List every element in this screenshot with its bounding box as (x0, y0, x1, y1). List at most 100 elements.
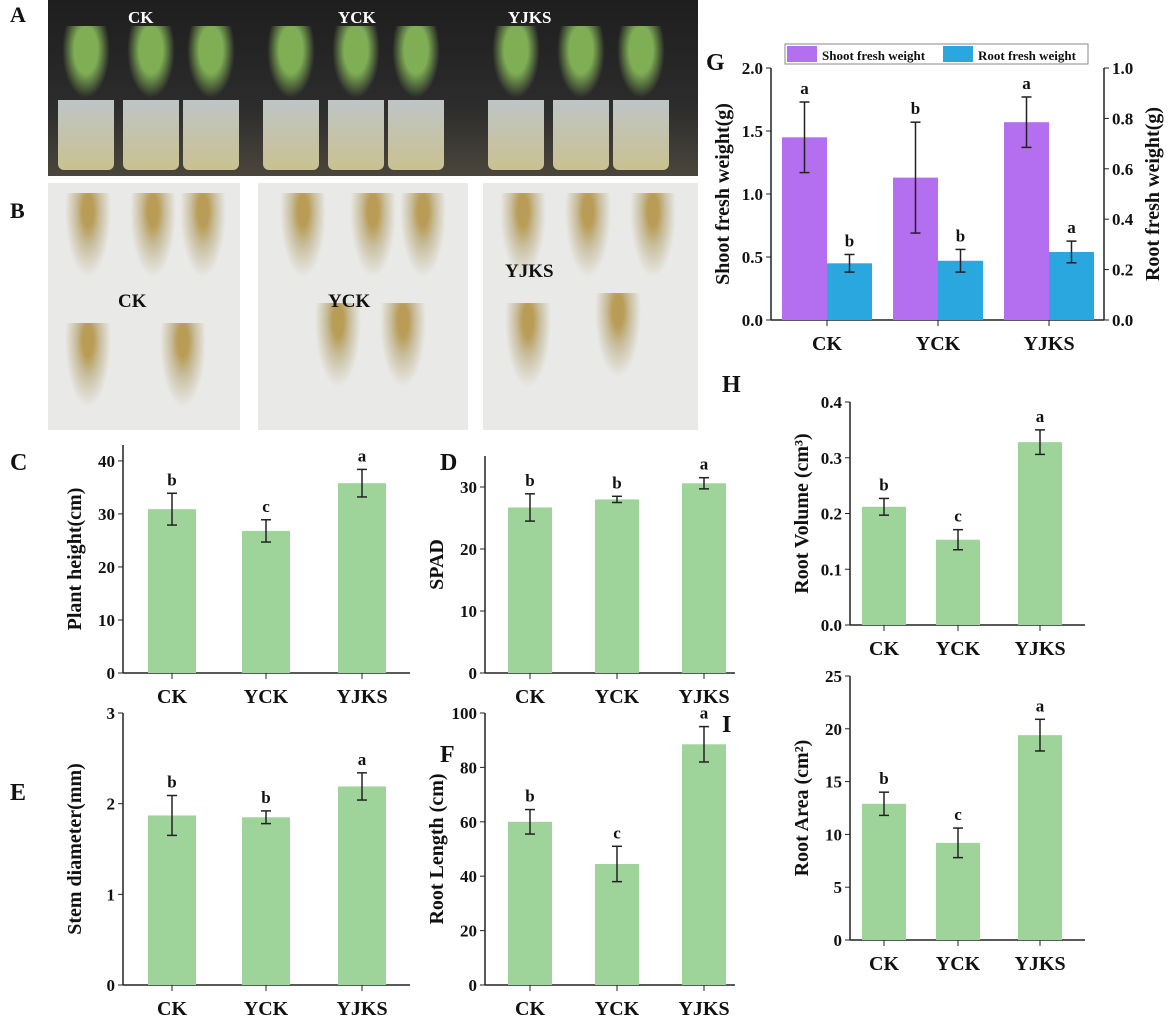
bar (338, 483, 386, 673)
significance-letter: a (700, 704, 709, 723)
y-tick-label: 0.0 (821, 616, 842, 635)
root-image (178, 193, 228, 283)
significance-letter: a (358, 750, 367, 769)
x-tick-label: YJKS (678, 686, 729, 708)
y-tick-label: 0 (834, 931, 843, 950)
y-tick-label: 1.0 (1112, 59, 1133, 78)
cup-image (328, 100, 384, 170)
panel-letter: A (10, 2, 26, 27)
significance-letter: b (911, 99, 920, 118)
photo-label: YJKS (505, 261, 554, 282)
y-tick-label: 0.5 (742, 248, 763, 267)
plant-image (488, 26, 544, 106)
y-tick-label: 25 (825, 667, 842, 686)
x-tick-label: YCK (936, 953, 981, 975)
panel-letter: H (722, 372, 741, 398)
y-axis-label: Plant height(cm) (64, 488, 86, 631)
panel-letter: D (440, 450, 457, 476)
significance-letter: a (1036, 696, 1045, 715)
y-axis-label-right: Root fresh weight(g) (1142, 107, 1164, 281)
x-tick-label: YCK (244, 686, 289, 708)
photo-roots-yjks: YJKS (483, 183, 698, 430)
y-tick-label: 0 (107, 976, 116, 995)
y-tick-label: 0.3 (821, 449, 842, 468)
significance-letter: b (167, 470, 176, 489)
x-tick-label: CK (812, 333, 842, 355)
y-tick-label: 60 (460, 813, 477, 832)
panel-letter: E (10, 780, 26, 806)
y-tick-label: 0.2 (1112, 261, 1133, 280)
y-axis-label: Shoot fresh weight(g) (712, 103, 734, 285)
y-tick-label: 5 (834, 878, 843, 897)
y-axis-label: Root Length (cm) (426, 773, 448, 924)
y-tick-label: 0 (469, 976, 478, 995)
y-tick-label: 10 (825, 825, 842, 844)
significance-letter: b (845, 231, 854, 250)
legend-label: Root fresh weight (978, 48, 1077, 63)
x-tick-label: CK (869, 638, 899, 660)
y-tick-label: 0.4 (821, 393, 843, 412)
bar (682, 483, 726, 673)
y-tick-label: 20 (825, 720, 842, 739)
bar (936, 842, 980, 940)
y-tick-label: 40 (460, 867, 477, 886)
root-image (313, 303, 363, 393)
significance-letter: c (613, 823, 621, 842)
x-tick-label: YJKS (336, 998, 387, 1020)
photo-label: CK (128, 8, 154, 27)
bar (595, 499, 639, 673)
bar (338, 786, 386, 985)
bar (508, 507, 552, 673)
panel-letter: I (722, 712, 731, 738)
y-tick-label: 2 (107, 795, 116, 814)
y-tick-label: 0.6 (1112, 160, 1133, 179)
significance-letter: c (954, 805, 962, 824)
bar (508, 821, 552, 985)
y-tick-label: 10 (460, 602, 477, 621)
significance-letter: b (525, 471, 534, 490)
root-image (158, 323, 208, 413)
significance-letter: b (261, 788, 270, 807)
plant-image (388, 26, 444, 106)
significance-letter: c (262, 497, 270, 516)
root-image (628, 193, 678, 283)
plant-image (58, 26, 114, 106)
x-tick-label: YJKS (336, 686, 387, 708)
y-tick-label: 3 (107, 704, 116, 723)
y-axis-label: Stem diameter(mm) (64, 763, 86, 935)
y-tick-label: 0.0 (1112, 311, 1133, 330)
bar (148, 815, 196, 985)
panel-letter: F (440, 742, 455, 768)
cup-image (123, 100, 179, 170)
cup-image (613, 100, 669, 170)
x-tick-label: CK (157, 686, 187, 708)
bar (595, 863, 639, 985)
significance-letter: b (879, 475, 888, 494)
y-tick-label: 40 (98, 452, 115, 471)
plant-image (613, 26, 669, 106)
legend-swatch (943, 46, 973, 62)
bar (862, 506, 906, 625)
y-tick-label: 10 (98, 611, 115, 630)
photo-label: YJKS (508, 8, 552, 27)
bar (242, 817, 290, 985)
significance-letter: b (956, 226, 965, 245)
photo-roots-ck: CK (48, 183, 240, 430)
plant-image (123, 26, 179, 106)
panel-letter: C (10, 450, 27, 476)
significance-letter: a (358, 446, 367, 465)
cup-image (183, 100, 239, 170)
significance-letter: b (612, 473, 621, 492)
cup-image (263, 100, 319, 170)
legend-swatch (787, 46, 817, 62)
y-tick-label: 20 (460, 922, 477, 941)
significance-letter: a (800, 79, 809, 98)
x-tick-label: YCK (244, 998, 289, 1020)
y-tick-label: 30 (460, 478, 477, 497)
y-tick-label: 1.5 (742, 122, 763, 141)
bar (682, 744, 726, 985)
y-tick-label: 1 (107, 885, 116, 904)
cup-image (58, 100, 114, 170)
legend (784, 43, 1089, 65)
